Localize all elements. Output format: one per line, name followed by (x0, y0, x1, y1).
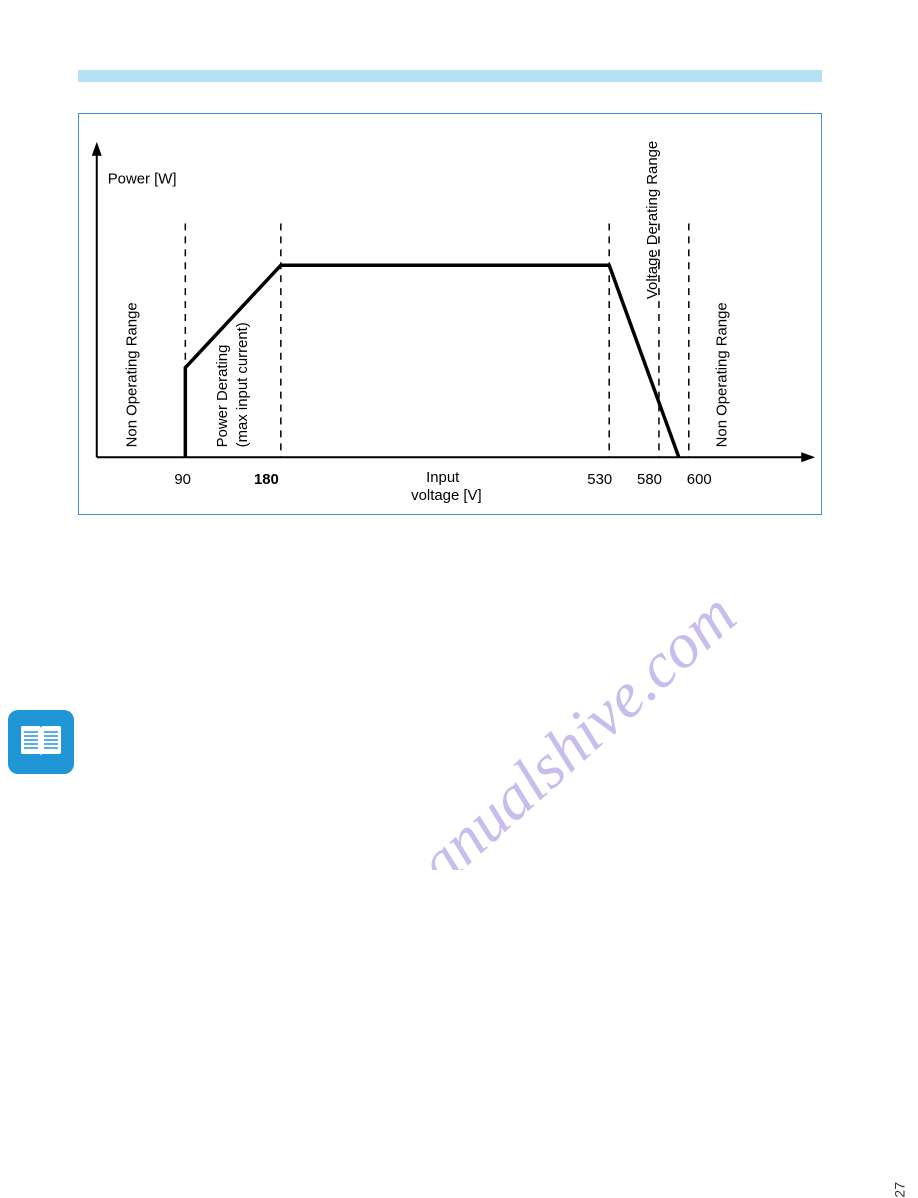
x-tick: 530 (587, 471, 612, 488)
power-voltage-chart: Power [W] 90 180 530 580 600 Input volta… (78, 113, 822, 515)
x-axis-label-2: voltage [V] (411, 487, 481, 504)
region-label: Power Derating (214, 345, 231, 448)
manual-icon[interactable] (8, 710, 74, 774)
x-tick: 90 (174, 471, 191, 488)
power-curve (185, 265, 679, 457)
chart-svg: Power [W] 90 180 530 580 600 Input volta… (79, 114, 821, 514)
page-number: 27 (892, 1182, 908, 1198)
x-axis-arrow (801, 452, 815, 462)
region-label: Voltage Derating Range (644, 141, 661, 299)
book-icon (19, 724, 63, 760)
top-bar (78, 70, 822, 82)
x-tick: 180 (254, 471, 279, 488)
x-tick: 580 (637, 471, 662, 488)
y-axis-label: Power [W] (108, 171, 177, 188)
watermark-text: manualshive.com (370, 578, 749, 870)
x-tick: 600 (687, 471, 712, 488)
region-label: Non Operating Range (124, 302, 141, 447)
y-axis-arrow (92, 142, 102, 156)
region-label: (max input current) (234, 322, 251, 447)
region-label: Non Operating Range (714, 302, 731, 447)
x-axis-label-1: Input (426, 469, 460, 486)
